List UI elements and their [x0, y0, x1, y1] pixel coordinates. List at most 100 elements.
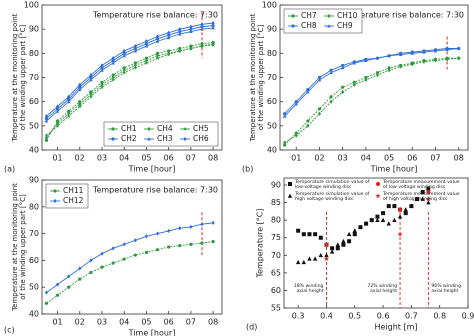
marker: [387, 68, 391, 73]
x-tick-label: 0.5: [348, 312, 361, 321]
legend-label: Temperature measurement value of high vo…: [383, 192, 460, 203]
panel-label: (a): [4, 165, 15, 174]
y-tick-label: 80: [29, 202, 39, 211]
x-tick-label: 02: [75, 318, 85, 327]
marker: [100, 265, 104, 269]
x-tick-label: 02: [75, 154, 85, 163]
marker: [329, 95, 333, 99]
y-tick-label: 70: [267, 73, 277, 82]
marker: [155, 34, 160, 39]
marker: [111, 127, 115, 131]
marker: [294, 133, 298, 138]
marker: [189, 27, 193, 31]
annotation: 96% winding axial height: [431, 284, 461, 295]
x-tick-label: 05: [384, 154, 394, 163]
marker: [294, 131, 298, 135]
y-tick-label: 60: [29, 97, 39, 106]
marker: [318, 252, 323, 258]
marker: [53, 198, 57, 204]
x-tick-label: 0.6: [377, 312, 390, 321]
y-tick-label: 80: [267, 49, 277, 58]
marker: [324, 242, 329, 247]
marker: [200, 27, 204, 31]
marker: [318, 235, 323, 240]
marker: [327, 13, 331, 19]
marker: [445, 47, 449, 52]
series-line: [46, 42, 214, 141]
x-tick-label: 06: [407, 154, 417, 163]
y-tick-label: 90: [267, 25, 277, 34]
plot-frame: [41, 179, 223, 315]
marker: [352, 228, 357, 233]
marker: [397, 214, 403, 219]
marker: [433, 48, 438, 53]
marker: [167, 33, 171, 37]
marker: [122, 66, 126, 70]
y-tick-label: 90: [271, 181, 281, 190]
marker: [295, 259, 301, 265]
x-tick-label: 03: [338, 154, 348, 163]
x-tick-label: 03: [97, 318, 107, 327]
x-tick-label: 02: [314, 154, 324, 163]
y-tick-label: 70: [29, 73, 39, 82]
marker: [307, 256, 312, 261]
legend-label: Temperature simulation value of high vol…: [295, 192, 370, 203]
marker: [375, 73, 380, 78]
marker: [178, 27, 182, 32]
x-axis-label: Time [hour]: [128, 329, 176, 336]
legend-label: CH10: [337, 11, 358, 20]
marker: [55, 123, 60, 128]
x-tick-label: 01: [52, 154, 62, 163]
marker: [178, 29, 182, 34]
marker: [317, 75, 322, 80]
series-line: [284, 48, 459, 115]
y-tick-label: 60: [271, 286, 281, 295]
marker: [426, 186, 431, 191]
series-line: [46, 27, 214, 122]
marker: [111, 246, 115, 251]
marker: [67, 111, 71, 116]
marker: [167, 245, 171, 249]
marker: [144, 42, 149, 46]
y-tick-label: 70: [271, 251, 281, 260]
marker: [155, 37, 160, 41]
legend-label: CH5: [193, 124, 209, 133]
marker: [352, 61, 357, 65]
annotation: Temperature rise balance: 7:30: [92, 11, 218, 20]
marker: [155, 55, 160, 60]
marker: [144, 60, 149, 65]
marker: [55, 293, 60, 297]
marker: [301, 259, 307, 265]
marker: [211, 21, 215, 26]
y-tick-label: 100: [262, 1, 277, 10]
marker: [99, 84, 105, 89]
marker: [100, 82, 104, 87]
marker: [414, 196, 420, 201]
marker: [329, 70, 333, 75]
marker: [307, 232, 312, 237]
x-axis-label: Height [m]: [374, 323, 417, 332]
marker: [317, 107, 322, 111]
marker: [386, 221, 391, 226]
marker: [422, 50, 426, 54]
x-tick-label: 03: [97, 154, 107, 163]
x-tick-label: 05: [141, 318, 151, 327]
marker: [380, 217, 386, 222]
y-tick-label: 85: [271, 198, 281, 207]
marker: [341, 63, 345, 68]
marker: [291, 14, 295, 18]
marker: [178, 226, 182, 231]
x-tick-label: 06: [164, 318, 174, 327]
marker: [133, 238, 137, 243]
marker: [381, 211, 386, 216]
marker: [144, 39, 149, 44]
legend-label: Temperature simulation value of low-volt…: [295, 180, 370, 191]
marker: [89, 270, 93, 275]
marker: [211, 26, 215, 30]
x-tick-label: 0.4: [320, 312, 333, 321]
marker: [376, 182, 380, 186]
marker: [55, 282, 60, 287]
marker: [155, 51, 160, 55]
marker: [403, 207, 408, 212]
